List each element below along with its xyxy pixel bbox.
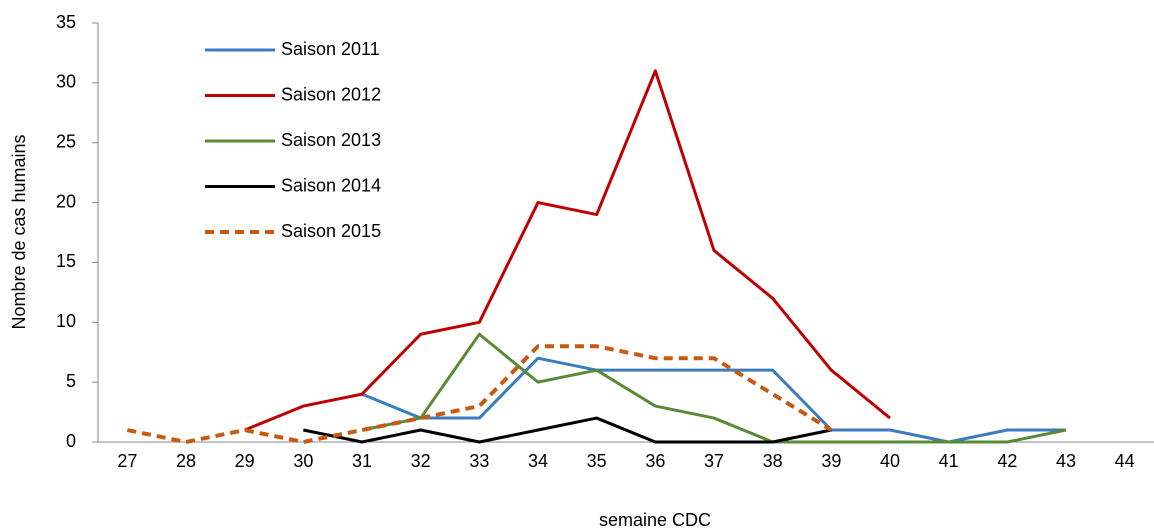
x-tick-label: 44: [1115, 451, 1135, 471]
series-line: [126, 344, 833, 444]
x-tick-label: 35: [587, 451, 607, 471]
x-tick-label: 38: [763, 451, 783, 471]
legend-label: Saison 2011: [281, 39, 380, 59]
x-tick-label: 31: [352, 451, 372, 471]
series-line: [303, 416, 832, 444]
y-axis-title: Nombre de cas humains: [9, 134, 29, 329]
x-tick-label: 40: [880, 451, 900, 471]
x-tick-label: 28: [176, 451, 196, 471]
x-tick-label: 27: [117, 451, 137, 471]
legend-label: Saison 2014: [281, 175, 381, 195]
x-tick-label: 33: [469, 451, 489, 471]
legend-label: Saison 2015: [281, 221, 381, 241]
x-tick-label: 43: [1056, 451, 1076, 471]
legend-label: Saison 2012: [281, 84, 381, 104]
x-tick-label: 41: [939, 451, 959, 471]
y-tick-label: 15: [56, 251, 76, 271]
series-line: [361, 356, 1066, 444]
x-tick-label: 34: [528, 451, 548, 471]
x-axis-title: semaine CDC: [599, 510, 711, 530]
x-tick-label: 42: [997, 451, 1017, 471]
y-tick-label: 5: [66, 371, 76, 391]
y-tick-label: 30: [56, 72, 76, 92]
y-tick-label: 0: [66, 431, 76, 451]
y-tick-label: 25: [56, 131, 76, 151]
y-tick-label: 20: [56, 191, 76, 211]
legend-label: Saison 2013: [281, 130, 381, 150]
x-tick-label: 37: [704, 451, 724, 471]
y-tick-label: 10: [56, 311, 76, 331]
x-tick-label: 39: [821, 451, 841, 471]
x-tick-label: 32: [411, 451, 431, 471]
x-tick-label: 36: [645, 451, 665, 471]
series-line: [244, 69, 891, 432]
y-tick-label: 35: [56, 12, 76, 32]
x-tick-label: 29: [235, 451, 255, 471]
series-line: [361, 332, 1067, 444]
x-tick-label: 30: [293, 451, 313, 471]
